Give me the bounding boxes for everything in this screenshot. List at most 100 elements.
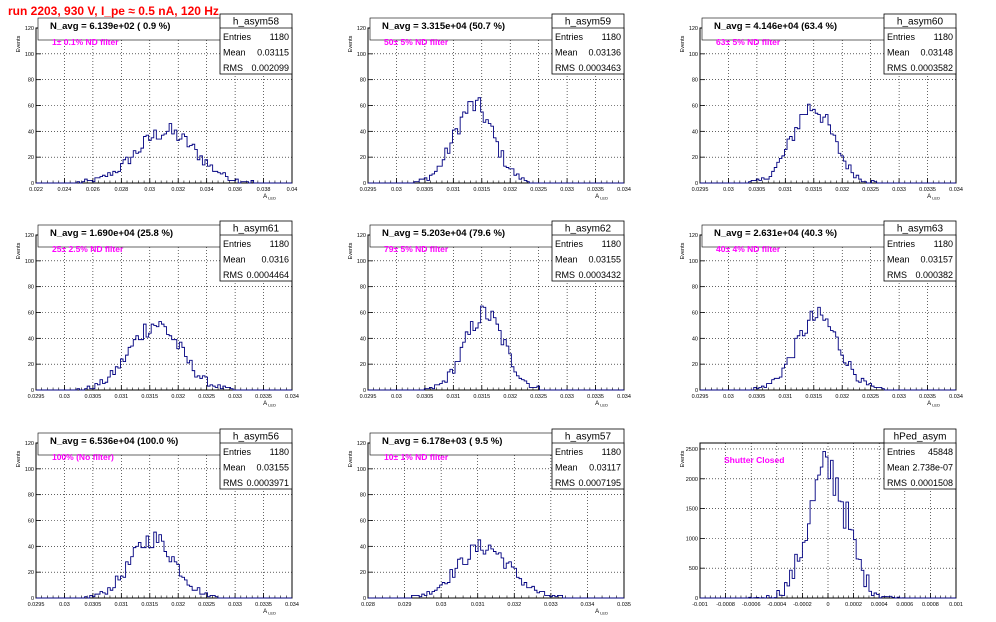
histogram-name: h_asym61 [233, 224, 280, 235]
y-axis-title: Events [16, 242, 22, 259]
y-tick-label: 60 [28, 311, 34, 317]
stats-value-mean: 2.738e-07 [912, 463, 953, 473]
x-tick-label: 0.0305 [416, 187, 433, 193]
x-tick-label: -0.0006 [742, 602, 761, 608]
filter-annotation: 40± 4% ND filter [716, 244, 781, 254]
histogram-line [36, 123, 292, 184]
filter-annotation: 25± 2.5% ND filter [52, 244, 124, 254]
x-tick-label: 0.0305 [748, 394, 765, 400]
x-tick-label: 0.03 [144, 187, 155, 193]
x-tick-label: 0.0305 [84, 394, 101, 400]
y-axis-title: Events [348, 450, 354, 467]
x-tick-label: 0.03 [723, 394, 734, 400]
y-tick-label: 120 [357, 26, 366, 32]
stats-value-mean: 0.03148 [920, 48, 953, 58]
x-tick-label: 0.034 [949, 187, 963, 193]
stats-value-rms: 0.0003582 [910, 63, 953, 73]
x-tick-label: 0.033 [228, 602, 242, 608]
x-tick-label: 0.031 [114, 602, 128, 608]
y-tick-label: 40 [360, 336, 366, 342]
x-tick-label: 0.033 [892, 187, 906, 193]
stats-value-mean: 0.03115 [257, 48, 289, 58]
x-tick-label: 0.034 [285, 394, 299, 400]
y-tick-label: 1000 [686, 536, 698, 542]
x-tick-label: 0.032 [171, 602, 185, 608]
histogram-name: h_asym58 [233, 17, 280, 28]
x-tick-label: 0.0325 [198, 602, 215, 608]
x-tick-label: 0.03 [391, 394, 402, 400]
x-tick-label: 0.034 [285, 602, 299, 608]
y-tick-label: 80 [28, 285, 34, 291]
stats-key-entries: Entries [555, 239, 584, 249]
x-tick-label: 0.034 [581, 602, 595, 608]
histogram-line [700, 103, 956, 184]
histogram-panel-h_asym63: 0.0295 0.03 0.0305 0.031 0.0315 0.032 0.0325 0.… [680, 220, 963, 408]
stats-key-rms: RMS [887, 478, 907, 488]
y-tick-label: 120 [25, 26, 34, 32]
x-tick-label: -0.0008 [716, 602, 735, 608]
histogram-line [700, 450, 956, 599]
x-tick-label: 0.0295 [360, 394, 377, 400]
x-tick-label: -0.001 [692, 602, 708, 608]
filter-annotation: Shutter Closed [724, 455, 784, 465]
stats-value-mean: 0.03117 [589, 463, 621, 473]
x-tick-label: 0.033 [544, 602, 558, 608]
histogram-name: h_asym63 [897, 224, 944, 235]
x-tick-label: 0.0315 [473, 394, 490, 400]
x-tick-label: 0.03 [59, 394, 70, 400]
y-tick-label: 100 [689, 52, 698, 58]
x-tick-label: 0.0295 [28, 394, 45, 400]
y-tick-label: 80 [360, 285, 366, 291]
x-tick-label: 0.032 [171, 187, 185, 193]
stats-box [219, 13, 293, 75]
stats-value-rms: 0.0007195 [578, 478, 621, 488]
x-tick-label: 0.033 [892, 394, 906, 400]
stats-key-mean: Mean [223, 255, 246, 265]
x-axis-title: A LED [263, 194, 276, 201]
x-tick-label: 0.0315 [141, 394, 158, 400]
stats-key-entries: Entries [223, 447, 252, 457]
stats-value-entries: 1180 [934, 239, 953, 249]
histogram-panel-hPed_asym: -0.001 -0.0008 -0.0006 -0.0004 -0.0002 0 0.000… [680, 428, 963, 608]
y-tick-label: 20 [692, 362, 698, 368]
x-tick-label: 0.03 [59, 602, 70, 608]
stats-key-entries: Entries [555, 32, 584, 42]
x-tick-label: 0.036 [228, 187, 242, 193]
x-tick-label: 0.034 [949, 394, 963, 400]
x-axis-title: A LED [595, 609, 608, 616]
navg-label: N_avg = 1.690e+04 (25.8 %) [50, 228, 173, 239]
navg-label: N_avg = 6.178e+03 ( 9.5 %) [382, 436, 502, 447]
x-tick-label: 0.0006 [896, 602, 913, 608]
stats-key-rms: RMS [223, 270, 243, 280]
x-tick-label: 0.038 [257, 187, 271, 193]
x-tick-label: 0.001 [949, 602, 963, 608]
x-tick-label: 0.031 [471, 602, 485, 608]
histogram-name: h_asym59 [565, 17, 612, 28]
y-tick-label: 0 [695, 388, 698, 394]
stats-box [551, 220, 625, 282]
y-tick-label: 20 [692, 155, 698, 161]
stats-value-entries: 1180 [602, 447, 621, 457]
stats-box [883, 220, 957, 282]
x-tick-label: 0.0305 [416, 394, 433, 400]
stats-value-entries: 1180 [270, 239, 289, 249]
stats-key-rms: RMS [555, 270, 575, 280]
stats-key-rms: RMS [555, 63, 575, 73]
y-tick-label: 120 [25, 441, 34, 447]
stats-value-entries: 1180 [602, 32, 621, 42]
stats-key-mean: Mean [555, 463, 578, 473]
y-tick-label: 100 [357, 52, 366, 58]
stats-key-rms: RMS [555, 478, 575, 488]
x-tick-label: 0.0315 [473, 187, 490, 193]
y-tick-label: 0 [695, 181, 698, 187]
y-axis-title: Events [16, 35, 22, 52]
x-tick-label: 0.0305 [84, 602, 101, 608]
stats-key-mean: Mean [555, 255, 578, 265]
y-tick-label: 100 [689, 259, 698, 265]
x-tick-label: 0.0305 [748, 187, 765, 193]
x-tick-label: 0.035 [617, 602, 631, 608]
y-tick-label: 80 [692, 78, 698, 84]
stats-value-rms: 0.000382 [915, 270, 953, 280]
histogram-line [368, 97, 624, 184]
histogram-line [36, 531, 292, 599]
